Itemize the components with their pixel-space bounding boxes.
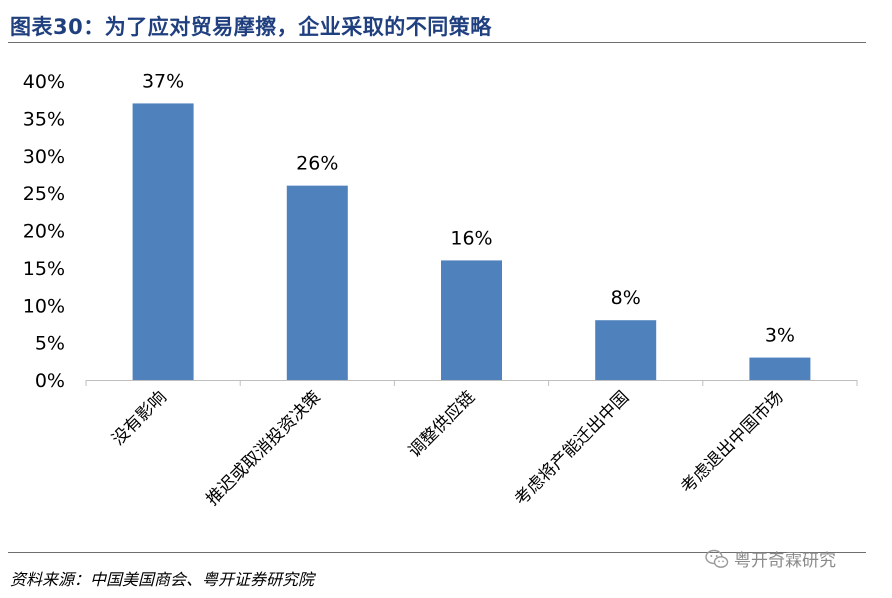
x-tick-label: 调整供应链 [405, 387, 479, 461]
bar-chart: 0%5%10%15%20%25%30%35%40% 37%26%16%8%3% … [23, 70, 858, 510]
bar [595, 320, 657, 380]
watermark-text: 粤开奇霖研究 [734, 551, 836, 571]
watermark: 粤开奇霖研究 [705, 546, 836, 571]
source-note: 资料来源：中国美国商会、粤开证券研究院 [10, 570, 315, 589]
data-label: 16% [450, 227, 492, 249]
data-label: 26% [296, 153, 338, 175]
top-divider [8, 42, 866, 43]
x-tick-label: 考虑将产能迁出中国 [511, 387, 633, 509]
y-tick-label: 35% [23, 108, 65, 130]
y-tick-label: 15% [23, 258, 65, 280]
x-tick-label: 考虑退出中国市场 [677, 387, 787, 497]
y-tick-label: 0% [35, 370, 65, 392]
y-tick-label: 25% [23, 183, 65, 205]
x-axis-ticks [85, 380, 858, 386]
x-tick-label: 推迟或取消投资决策 [203, 387, 325, 509]
data-label: 37% [142, 70, 184, 92]
y-tick-label: 20% [23, 221, 65, 243]
y-tick-label: 10% [23, 295, 65, 317]
y-tick-label: 40% [23, 71, 65, 93]
wechat-icon [705, 549, 729, 568]
bar [749, 357, 811, 380]
x-tick-label: 没有影响 [108, 387, 170, 449]
chart-title: 图表30：为了应对贸易摩擦，企业采取的不同策略 [10, 15, 492, 39]
y-tick-label: 5% [35, 333, 65, 355]
category-labels: 没有影响 推迟或取消投资决策 调整供应链 考虑将产能迁出中国 考虑退出中国市场 [108, 387, 787, 509]
bar [132, 103, 194, 381]
bottom-divider [8, 552, 866, 553]
bars [132, 103, 811, 381]
y-tick-label: 30% [23, 146, 65, 168]
bar [286, 185, 348, 380]
bar [441, 260, 502, 380]
value-labels: 37% 26% 16% 8% 3% [142, 70, 795, 346]
y-axis: 0% 5% 10% 15% 20% 25% 30% 35% 40% [23, 71, 65, 392]
data-label: 8% [611, 287, 641, 309]
data-label: 3% [765, 325, 795, 347]
